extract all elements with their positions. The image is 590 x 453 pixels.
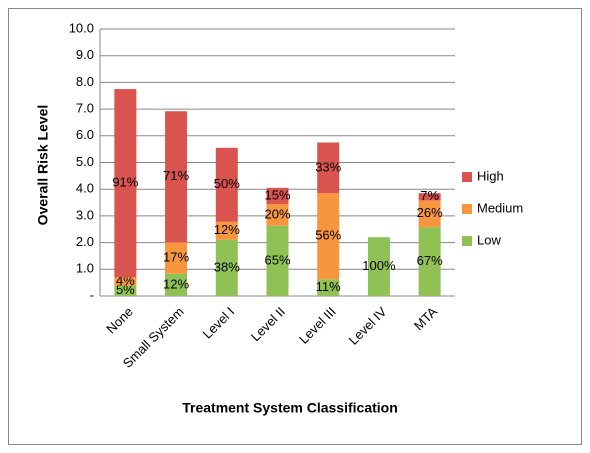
y-tick-label: 8.0 [76, 74, 94, 89]
data-label: 71% [163, 168, 189, 183]
y-tick-label: 6.0 [76, 127, 94, 142]
data-label: 12% [163, 276, 189, 291]
y-tick-label: - [90, 287, 94, 302]
legend-label: Low [477, 232, 501, 247]
bar-segment [215, 239, 238, 296]
bar-segment [165, 111, 188, 243]
bar-segment [418, 193, 441, 201]
y-tick-label: 7.0 [76, 101, 94, 116]
bar-segment [266, 204, 289, 226]
y-tick-label: 10.0 [69, 20, 94, 35]
data-label: 5% [116, 282, 135, 297]
y-tick-label: 5.0 [76, 154, 94, 169]
data-label: 67% [417, 253, 443, 268]
bar-segment [114, 89, 137, 278]
y-tick-label: 4.0 [76, 181, 94, 196]
data-label: 26% [417, 205, 443, 220]
data-label: 50% [214, 176, 240, 191]
data-label: 33% [315, 159, 341, 174]
bar-segment [266, 187, 289, 205]
bar-segment [266, 225, 289, 296]
y-tick-label: 9.0 [76, 47, 94, 62]
bar-segment [418, 200, 441, 228]
chart-border [8, 8, 582, 445]
data-label: 12% [214, 222, 240, 237]
data-label: 100% [362, 258, 396, 273]
bar-segment [317, 279, 340, 296]
y-tick-label: 2.0 [76, 234, 94, 249]
data-label: 11% [316, 279, 341, 294]
bar-segment [114, 285, 137, 296]
bar-segment [317, 142, 340, 194]
bar-segment [418, 227, 441, 296]
x-axis-title: Treatment System Classification [182, 400, 398, 416]
data-label: 15% [264, 187, 290, 202]
data-label: 65% [264, 252, 290, 267]
bar-segment [215, 147, 238, 222]
bar-segment [165, 242, 188, 274]
legend-swatch [462, 236, 472, 246]
legend-label: High [477, 168, 504, 183]
bar-segment [215, 221, 238, 240]
legend-swatch [462, 172, 472, 182]
data-label: 20% [264, 206, 290, 221]
bar-segment [114, 277, 137, 286]
bar-segment [165, 273, 188, 296]
data-label: 56% [315, 228, 341, 243]
bar-segment [367, 237, 390, 296]
data-label: 91% [112, 175, 138, 190]
y-tick-label: 3.0 [76, 207, 94, 222]
bar-segment [317, 193, 340, 280]
data-label: 17% [163, 250, 189, 265]
legend-label: Medium [477, 200, 523, 215]
legend-swatch [462, 204, 472, 214]
y-tick-label: 1.0 [76, 261, 94, 276]
y-axis-title: Overall Risk Level [35, 105, 51, 226]
data-label: 38% [214, 259, 240, 274]
data-label: 7% [420, 188, 439, 203]
